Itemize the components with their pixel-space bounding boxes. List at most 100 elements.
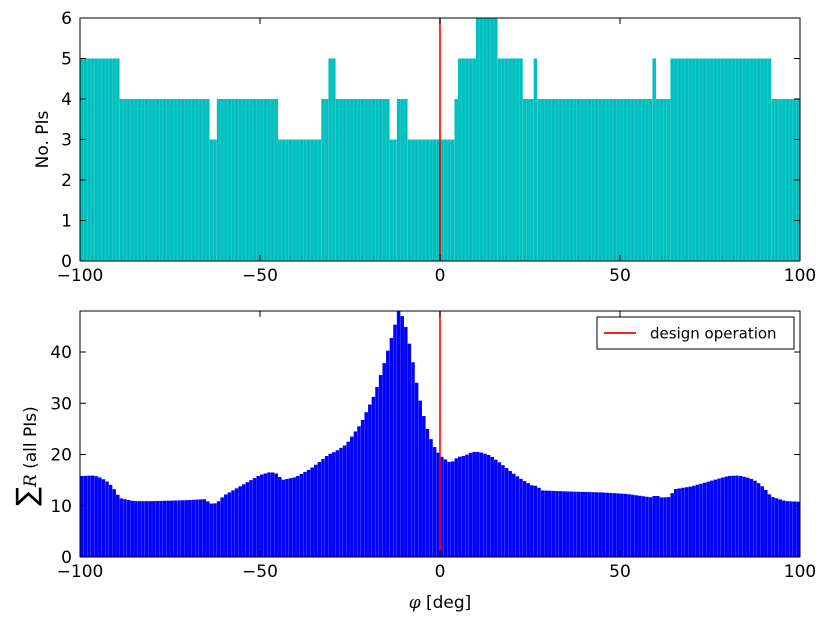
bar (108, 484, 113, 557)
bar (321, 459, 325, 557)
bar (162, 500, 167, 557)
bar (497, 58, 523, 261)
bar (285, 478, 289, 557)
bar (418, 400, 422, 557)
bar (627, 494, 631, 557)
y-axis-label: No. PIs (33, 110, 53, 168)
bar (688, 486, 692, 557)
y-tick-label: 1 (61, 212, 72, 232)
bar (303, 471, 307, 557)
x-tick-label: 50 (609, 266, 631, 286)
bar (782, 500, 786, 557)
bar (350, 436, 354, 557)
bar (645, 496, 649, 557)
bar (540, 490, 545, 557)
bar (652, 496, 656, 557)
y-tick-label: 2 (61, 171, 72, 191)
bar (591, 492, 595, 557)
bar (195, 499, 199, 557)
y-axis-label: ∑R (all PIs) (10, 406, 43, 506)
bar (375, 387, 379, 557)
bar (594, 492, 599, 557)
bar (353, 431, 358, 557)
bar (447, 461, 451, 557)
bar (310, 467, 314, 557)
bar (515, 476, 520, 557)
bar (256, 476, 260, 557)
bar (670, 58, 772, 261)
x-tick-label: −50 (242, 562, 278, 582)
bar (548, 490, 552, 557)
bar (396, 99, 408, 261)
bar (245, 482, 250, 557)
bar (252, 478, 257, 557)
bar (472, 451, 476, 557)
bar (612, 493, 617, 557)
x-tick-label: −100 (57, 562, 104, 582)
bar (184, 500, 188, 557)
bar (533, 58, 538, 261)
bar (137, 501, 142, 557)
y-tick-label: 6 (61, 9, 72, 29)
bar (123, 499, 127, 557)
bar (598, 492, 602, 557)
bar (522, 99, 534, 261)
bar (407, 139, 455, 261)
bar (105, 481, 109, 557)
bar (443, 459, 448, 557)
bar (134, 501, 138, 557)
bar (526, 483, 530, 557)
bar (213, 503, 217, 557)
x-axis-label-phi: φ (409, 593, 421, 613)
x-tick-label: 100 (784, 562, 816, 582)
bar (299, 473, 304, 557)
bar (332, 452, 336, 557)
bar (749, 478, 754, 557)
bar (292, 477, 296, 557)
bar (544, 490, 548, 557)
bar (357, 426, 361, 557)
bar (346, 441, 350, 557)
bar (242, 484, 246, 557)
bar (670, 493, 674, 557)
bar (746, 477, 750, 557)
bar (720, 477, 725, 557)
bar (454, 99, 458, 261)
bar (774, 498, 779, 557)
bar (180, 500, 185, 557)
bar (144, 501, 149, 557)
bar (702, 482, 707, 557)
bar (411, 362, 415, 557)
bar (537, 99, 653, 261)
bar (263, 473, 268, 557)
bar (695, 484, 700, 557)
bar (198, 499, 203, 557)
bar (317, 462, 322, 557)
bar (177, 500, 181, 557)
bar (260, 474, 264, 557)
y-tick-label: 0 (61, 252, 72, 272)
bar (321, 99, 329, 261)
bar (533, 485, 538, 557)
bar (501, 465, 505, 557)
legend-label: design operation (650, 325, 777, 343)
bar (368, 404, 372, 557)
bar (573, 491, 577, 557)
bar (335, 99, 390, 261)
bar (620, 493, 624, 557)
bar (476, 18, 498, 261)
bar (710, 480, 714, 557)
bar (378, 375, 383, 557)
bar (360, 419, 365, 557)
x-axis-label-unit: [deg] (421, 593, 472, 613)
bar (692, 485, 696, 557)
bar (389, 337, 394, 557)
y-tick-label: 3 (61, 131, 72, 151)
bar (166, 500, 170, 557)
bar (458, 456, 462, 557)
bar (735, 475, 739, 557)
bar (724, 476, 728, 557)
x-tick-label: −100 (57, 266, 104, 286)
bar (389, 139, 397, 261)
